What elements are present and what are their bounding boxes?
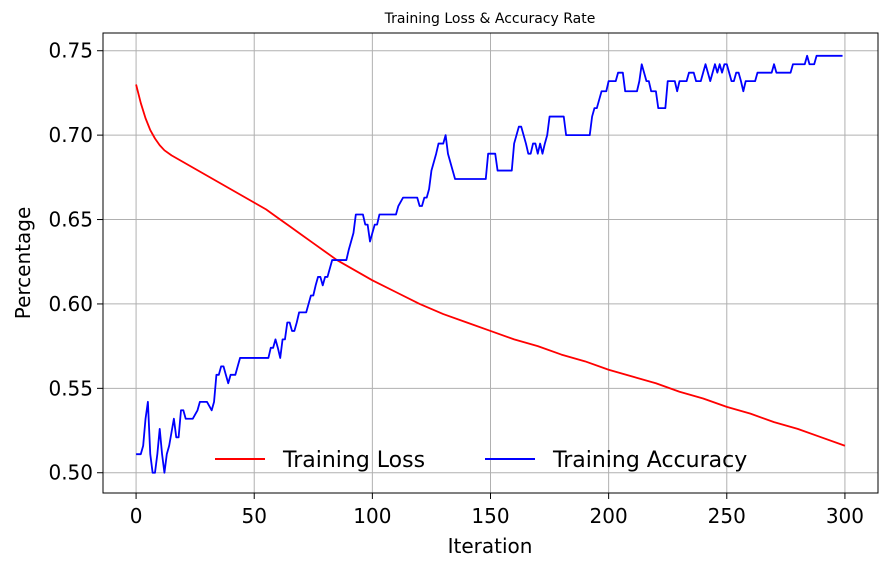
grid-lines bbox=[103, 33, 878, 493]
y-tick-label: 0.75 bbox=[48, 39, 93, 63]
training-accuracy-line bbox=[136, 54, 843, 474]
y-tick-label: 0.70 bbox=[48, 123, 93, 147]
legend: Training Loss Training Accuracy bbox=[215, 448, 747, 473]
x-tick-label: 300 bbox=[826, 504, 864, 528]
chart-title: Training Loss & Accuracy Rate bbox=[384, 11, 596, 27]
y-axis-label: Percentage bbox=[11, 207, 35, 320]
y-tick-label: 0.50 bbox=[48, 461, 93, 485]
legend-label-training-accuracy: Training Accuracy bbox=[552, 448, 747, 473]
x-tick-label: 200 bbox=[590, 504, 628, 528]
x-axis-ticks: 0 50 100 150 200 250 300 bbox=[130, 493, 864, 528]
y-tick-label: 0.60 bbox=[48, 292, 93, 316]
x-tick-label: 100 bbox=[353, 504, 391, 528]
series-lines bbox=[135, 54, 846, 474]
y-axis-ticks: 0.50 0.55 0.60 0.65 0.70 0.75 bbox=[48, 39, 103, 485]
training-loss-line bbox=[135, 84, 846, 447]
x-tick-label: 50 bbox=[241, 504, 266, 528]
y-tick-label: 0.65 bbox=[48, 208, 93, 232]
x-tick-label: 250 bbox=[708, 504, 746, 528]
x-tick-label: 150 bbox=[471, 504, 509, 528]
legend-label-training-loss: Training Loss bbox=[282, 448, 425, 473]
y-tick-label: 0.55 bbox=[48, 376, 93, 400]
x-tick-label: 0 bbox=[130, 504, 143, 528]
x-axis-label: Iteration bbox=[448, 534, 533, 558]
